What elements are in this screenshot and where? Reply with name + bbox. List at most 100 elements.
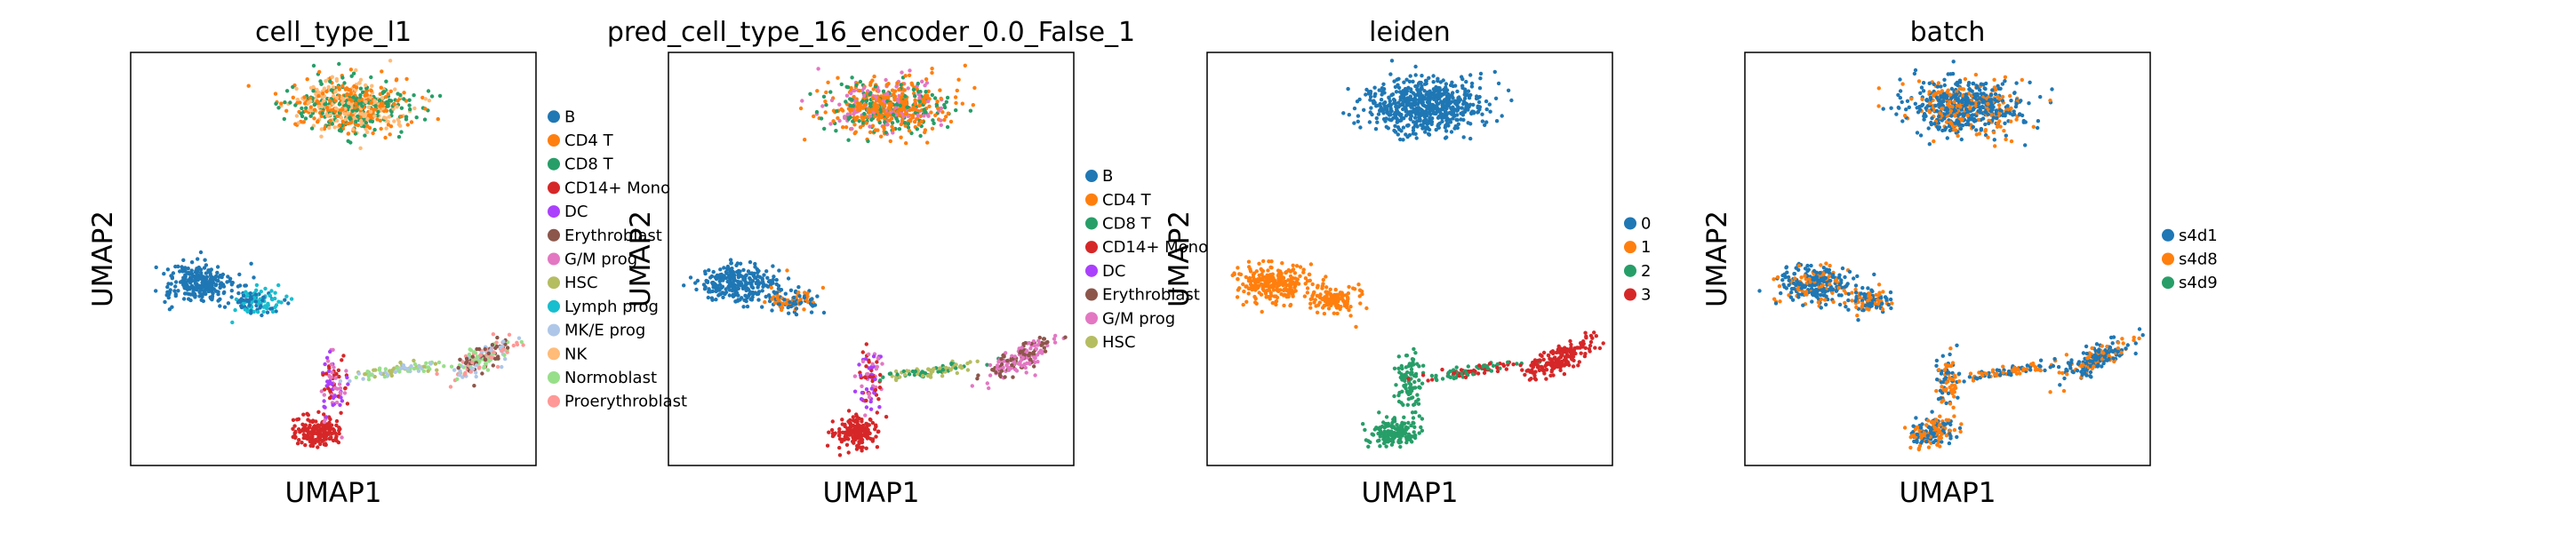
data-point	[1420, 103, 1426, 107]
data-point	[881, 89, 886, 94]
data-point	[496, 356, 500, 361]
data-point	[340, 96, 345, 101]
data-point	[261, 295, 266, 299]
data-point	[960, 101, 965, 106]
data-point	[154, 265, 158, 270]
data-point	[345, 375, 349, 380]
data-point	[1355, 99, 1360, 104]
data-point	[214, 274, 219, 278]
data-point	[1569, 342, 1573, 347]
data-point	[839, 82, 844, 87]
data-point	[1588, 339, 1594, 345]
data-point	[1019, 349, 1023, 354]
data-point	[1441, 78, 1445, 83]
data-point	[396, 134, 402, 139]
data-point	[1421, 363, 1426, 368]
data-point	[836, 434, 842, 438]
data-point	[738, 269, 742, 274]
data-point	[228, 279, 232, 283]
data-point	[1286, 291, 1291, 297]
data-point	[1301, 267, 1306, 272]
data-point	[308, 105, 313, 109]
data-point	[931, 368, 935, 372]
data-point	[843, 115, 847, 120]
data-point	[360, 90, 365, 95]
data-point	[926, 99, 931, 104]
data-point	[903, 121, 908, 125]
data-point	[1324, 290, 1328, 294]
data-point	[802, 307, 806, 312]
data-point	[322, 399, 326, 403]
data-point	[308, 96, 313, 100]
data-point	[1468, 73, 1473, 77]
data-point	[474, 370, 478, 375]
data-point	[409, 364, 413, 369]
data-point	[862, 103, 867, 107]
data-point	[468, 348, 474, 353]
data-point	[515, 342, 520, 347]
data-point	[316, 445, 320, 449]
data-point	[906, 125, 911, 130]
data-point	[1412, 109, 1416, 114]
data-point	[764, 269, 769, 274]
data-point	[412, 358, 416, 363]
data-point	[383, 367, 388, 371]
data-point	[324, 89, 329, 94]
data-point	[852, 88, 856, 93]
data-point	[906, 86, 910, 91]
data-point	[727, 279, 732, 283]
data-point	[1902, 114, 1908, 118]
data-point	[1396, 354, 1402, 359]
data-point	[875, 364, 880, 370]
data-point	[202, 266, 207, 270]
data-point	[1401, 99, 1406, 104]
data-point	[1260, 309, 1264, 314]
data-point	[1448, 375, 1453, 379]
legend-label: 1	[1641, 238, 1651, 257]
data-point	[323, 405, 327, 410]
data-point	[370, 84, 374, 88]
data-point	[1236, 276, 1240, 282]
data-point	[1900, 99, 1904, 105]
data-point	[783, 291, 788, 296]
data-point	[1281, 282, 1285, 288]
data-point	[1992, 138, 1996, 142]
data-point	[1464, 104, 1469, 109]
y-axis-label: UMAP2	[87, 211, 119, 307]
data-point	[1308, 262, 1314, 266]
data-point	[387, 115, 391, 119]
data-point	[334, 371, 339, 377]
data-point	[296, 121, 300, 125]
data-point	[706, 295, 710, 300]
data-point	[721, 295, 725, 299]
data-point	[1235, 295, 1240, 299]
data-point	[474, 363, 479, 368]
data-point	[1927, 142, 1932, 147]
data-point	[1406, 123, 1411, 128]
data-point	[452, 368, 457, 372]
data-point	[1428, 115, 1432, 121]
data-point	[218, 285, 222, 290]
data-point	[244, 290, 248, 294]
data-point	[845, 436, 850, 441]
data-point	[1445, 116, 1450, 121]
data-point	[329, 375, 333, 379]
data-point	[1597, 346, 1603, 351]
data-point	[1368, 440, 1372, 444]
data-point	[1357, 294, 1362, 298]
data-point	[1271, 275, 1276, 280]
data-point	[1346, 86, 1350, 91]
data-point	[932, 96, 938, 100]
data-point	[423, 107, 428, 111]
data-point	[1036, 338, 1041, 343]
data-point	[848, 418, 852, 423]
data-point	[162, 272, 166, 276]
data-point	[720, 290, 724, 296]
x-axis-label: UMAP1	[1361, 477, 1458, 509]
data-point	[875, 360, 879, 364]
data-point	[483, 346, 487, 352]
data-point	[1367, 120, 1372, 124]
data-point	[371, 131, 375, 136]
data-point	[876, 356, 880, 361]
data-point	[395, 366, 399, 370]
